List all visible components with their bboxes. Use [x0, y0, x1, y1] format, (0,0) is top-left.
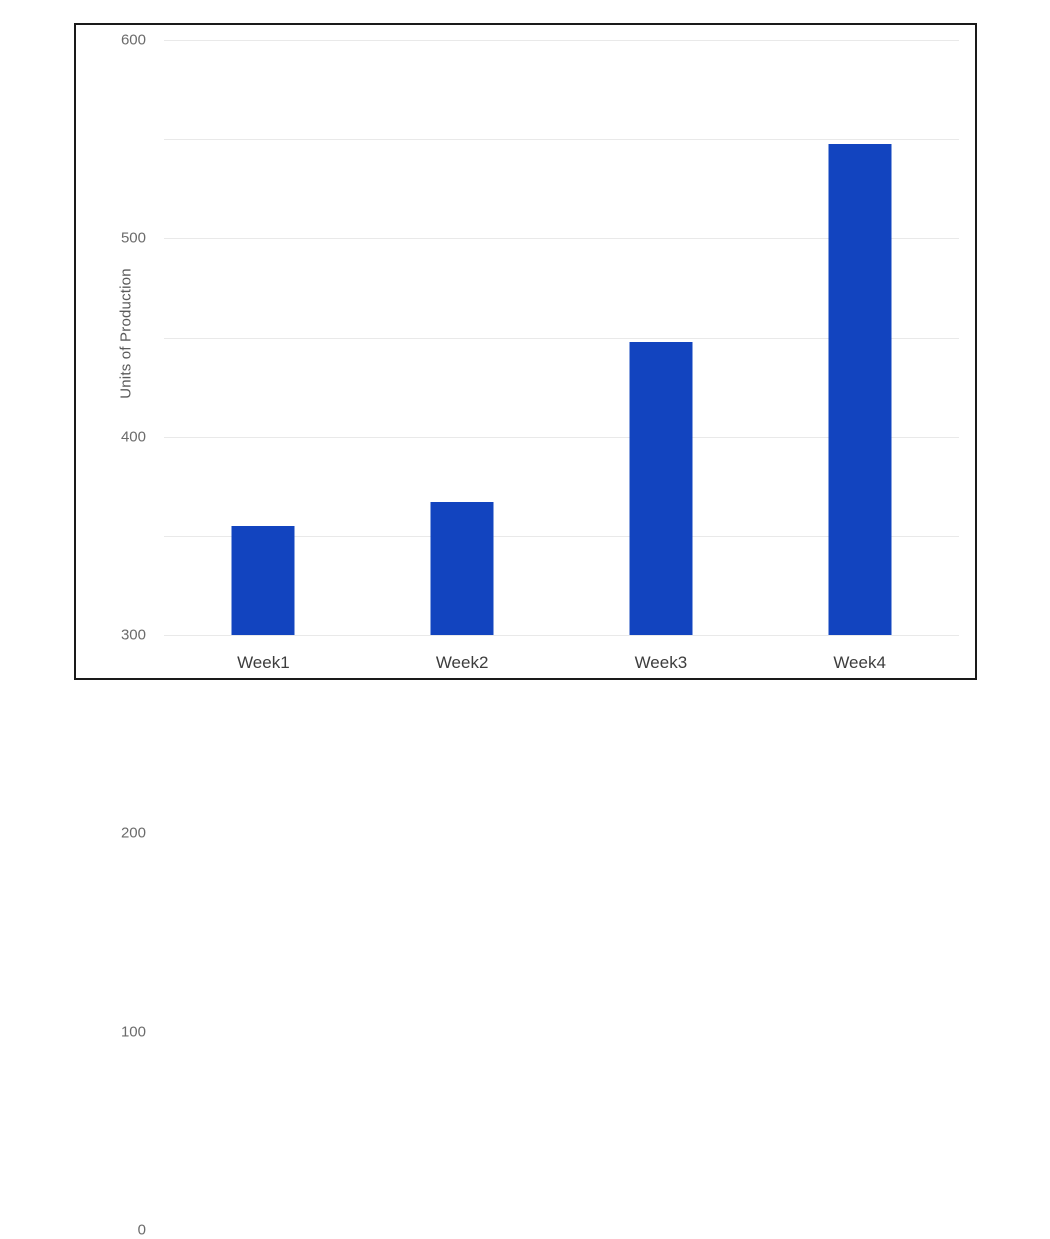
- y-tick-label: 100: [120, 1023, 146, 1041]
- chart-frame: Units of Production 0 100 200 300 400 500 600 …: [74, 23, 977, 1239]
- y-tick-label: 600: [120, 31, 146, 49]
- y-axis-title: Units of Production: [117, 268, 135, 399]
- bar[interactable]: [629, 342, 693, 635]
- gridline: 500: [121, 139, 959, 247]
- x-tick-label: Week2: [435, 653, 489, 672]
- y-tick-label: 200: [120, 824, 146, 842]
- y-tick-label: 400: [120, 428, 146, 446]
- bar-group[interactable]: Week3: [562, 40, 761, 672]
- x-tick-label: Week1: [237, 653, 290, 672]
- chart-screenshot: Units of Production 0 100 200 300 400 500 600 …: [74, 23, 977, 1239]
- gridline: 600: [121, 32, 959, 49]
- y-tick-label: 0: [137, 1221, 146, 1239]
- bar-group[interactable]: Week2: [363, 40, 562, 672]
- bar-group[interactable]: Week4: [760, 40, 959, 672]
- bar-group[interactable]: Week1: [164, 40, 363, 672]
- y-tick-label: 300: [120, 626, 146, 644]
- gridline: 0: [138, 635, 959, 1239]
- x-tick-label: Week4: [833, 653, 886, 672]
- bar[interactable]: [828, 144, 892, 635]
- y-tick-label: 500: [120, 229, 146, 247]
- gridline: 300: [121, 337, 959, 644]
- gridline: 400: [121, 238, 959, 445]
- plot-area: 0 100 200 300 400 500 600 Week1 Week2 Week3 Week4: [121, 32, 959, 1239]
- x-tick-label: Week3: [634, 653, 688, 672]
- bar[interactable]: [231, 525, 295, 635]
- bar[interactable]: [430, 502, 494, 635]
- bars-layer: Week1 Week2 Week3 Week4: [164, 40, 959, 672]
